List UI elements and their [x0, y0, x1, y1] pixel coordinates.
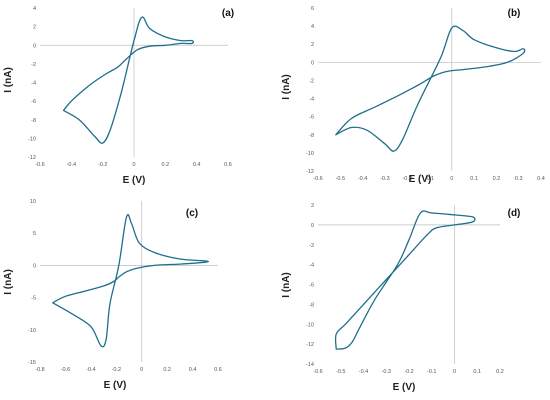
- y-tick-label: -4: [309, 97, 314, 103]
- x-tick-label: 0.3: [515, 176, 523, 182]
- x-axis-label: E (V): [409, 174, 432, 185]
- y-tick-label: -8: [31, 118, 36, 124]
- y-tick-label: 0: [33, 43, 36, 49]
- x-tick-label: -0.2: [402, 176, 411, 182]
- y-tick-label: 6: [311, 6, 314, 12]
- x-tick-label: 0: [140, 367, 143, 373]
- x-tick-label: -0.5: [336, 176, 345, 182]
- x-tick-label: -0.5: [336, 369, 345, 375]
- y-tick-label: -2: [31, 62, 36, 68]
- x-axis-label: E (V): [104, 380, 127, 391]
- y-tick-label: -2: [309, 78, 314, 84]
- y-axis-label: I (nA): [281, 272, 292, 298]
- y-tick-label: -14: [306, 362, 314, 368]
- cv-curve: [52, 213, 210, 348]
- y-tick-label: -10: [28, 328, 36, 334]
- y-tick-label: 2: [311, 42, 314, 48]
- y-tick-label: -10: [306, 322, 314, 328]
- y-tick-label: -12: [306, 342, 314, 348]
- x-tick-label: -0.2: [98, 162, 107, 168]
- x-tick-label: 0.6: [224, 162, 232, 168]
- x-axis-label: E (V): [393, 382, 416, 393]
- panel-label: (a): [222, 8, 234, 19]
- panel-label: (c): [186, 208, 198, 219]
- y-tick-label: -4: [31, 81, 36, 87]
- y-tick-label: 0: [311, 60, 314, 66]
- x-tick-label: 0.2: [163, 367, 171, 373]
- y-tick-label: 0: [311, 223, 314, 229]
- x-tick-label: 0.1: [473, 369, 481, 375]
- y-tick-label: 4: [311, 24, 314, 30]
- x-tick-label: 0.6: [214, 367, 222, 373]
- y-tick-label: -6: [31, 99, 36, 105]
- x-tick-label: 0.4: [189, 367, 197, 373]
- x-tick-label: 0.2: [162, 162, 170, 168]
- y-tick-label: -12: [306, 169, 314, 175]
- x-tick-label: -0.4: [358, 176, 367, 182]
- y-tick-label: -5: [31, 296, 36, 302]
- x-tick-label: -0.3: [382, 369, 391, 375]
- cv-curve: [334, 210, 476, 350]
- x-tick-label: -0.6: [313, 176, 322, 182]
- x-axis-label: E (V): [123, 175, 146, 186]
- x-tick-label: 0.2: [496, 369, 504, 375]
- panel-b: -0.6 -0.5 -0.4 -0.3 -0.2 -0.1 0 0.1 0.2 0.3 0.4 -12…: [281, 6, 545, 185]
- y-axis-label: I (nA): [281, 74, 292, 100]
- x-tick-label: -0.4: [359, 369, 368, 375]
- panel-label: (d): [508, 208, 521, 219]
- y-tick-label: -8: [309, 133, 314, 139]
- y-tick-label: 0: [33, 263, 36, 269]
- x-tick-label: -0.1: [427, 369, 436, 375]
- y-axis-label: I (nA): [3, 269, 14, 295]
- x-tick-label: 0.4: [537, 176, 545, 182]
- cv-curve: [62, 16, 194, 144]
- x-tick-label: 0: [450, 176, 453, 182]
- y-tick-label: -15: [28, 360, 36, 366]
- x-tick-label: -0.6: [61, 367, 70, 373]
- x-tick-label: 0: [132, 162, 135, 168]
- y-tick-label: 5: [33, 231, 36, 237]
- x-tick-label: 0.2: [493, 176, 501, 182]
- x-tick-label: -0.3: [380, 176, 389, 182]
- x-tick-label: -0.2: [404, 369, 413, 375]
- x-tick-label: 0.4: [193, 162, 201, 168]
- x-tick-label: -0.1: [425, 176, 434, 182]
- y-tick-label: 2: [33, 25, 36, 31]
- x-tick-label: -0.4: [67, 162, 76, 168]
- x-tick-label: -0.2: [112, 367, 121, 373]
- x-tick-label: 0.1: [470, 176, 478, 182]
- y-tick-label: 10: [30, 199, 36, 205]
- y-tick-label: 2: [311, 203, 314, 209]
- y-axis-label: I (nA): [3, 67, 14, 93]
- x-tick-label: -0.8: [35, 367, 44, 373]
- panel-d: -0.6 -0.5 -0.4 -0.3 -0.2 -0.1 0 0.1 0.2 -14 -12 -10…: [281, 203, 520, 393]
- cv-curve: [335, 25, 526, 152]
- y-tick-label: -10: [306, 151, 314, 157]
- panel-c: -0.8 -0.6 -0.4 -0.2 0 0.2 0.4 0.6 -15 -10 -5 0 5 10 E …: [3, 199, 222, 391]
- y-tick-label: -10: [28, 136, 36, 142]
- y-tick-label: -6: [309, 283, 314, 289]
- y-tick-label: -8: [309, 302, 314, 308]
- panel-a: -0.6 -0.4 -0.2 0 0.2 0.4 0.6 -12 -10 -8 -6 -4 -2 0 2 4 E…: [3, 6, 234, 186]
- y-tick-label: -12: [28, 155, 36, 161]
- x-tick-label: -0.6: [35, 162, 44, 168]
- x-tick-label: -0.6: [313, 369, 322, 375]
- y-tick-label: -4: [309, 263, 314, 269]
- x-tick-label: -0.4: [86, 367, 95, 373]
- y-tick-label: -6: [309, 115, 314, 121]
- panel-label: (b): [508, 8, 521, 19]
- x-tick-label: 0: [453, 369, 456, 375]
- y-tick-label: -2: [309, 243, 314, 249]
- y-tick-label: 4: [33, 6, 36, 12]
